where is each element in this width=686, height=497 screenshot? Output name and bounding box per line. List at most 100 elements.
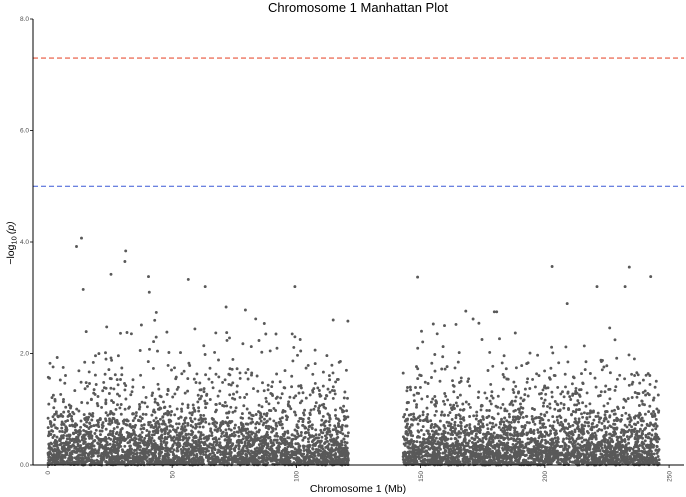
data-point [134,433,138,437]
data-point [296,432,300,436]
data-point [644,373,648,377]
data-point [335,432,339,436]
data-point [61,365,65,369]
data-point [119,439,123,443]
data-point [641,436,645,440]
data-point [232,434,236,438]
data-point [604,430,608,434]
data-point [265,400,268,404]
data-point [312,457,316,461]
data-point [163,422,167,426]
data-point [184,447,187,451]
data-point [60,430,64,433]
data-point [270,451,274,455]
data-point [158,437,162,441]
data-point [85,443,88,447]
data-point [227,420,231,424]
data-point [145,447,149,451]
chart-title: Chromosome 1 Manhattan Plot [268,0,448,15]
data-point [262,389,266,393]
data-point [450,418,454,421]
data-point [104,435,108,439]
data-point [322,458,326,462]
data-point [50,396,54,400]
data-point [229,450,233,454]
data-point [452,384,456,388]
data-point [229,438,232,442]
data-point [86,445,90,449]
data-point [553,400,557,403]
data-point [94,428,98,432]
data-point [285,454,288,458]
data-point [418,373,422,377]
data-point [306,431,310,435]
data-point [249,345,253,349]
data-point [224,428,228,432]
data-point [531,377,535,381]
data-point [334,408,337,412]
data-point [656,393,660,397]
data-point [320,403,324,407]
data-point [177,458,180,462]
data-point [222,457,226,461]
data-point [519,396,523,400]
data-point [83,360,87,364]
data-point [58,429,62,433]
data-point [165,437,169,441]
data-point [195,425,198,429]
data-point [92,444,96,448]
data-point [248,411,252,415]
data-point [47,454,51,458]
data-point [257,410,260,414]
data-point [196,448,200,452]
data-point [652,443,656,447]
data-point [528,387,532,390]
data-point [340,454,344,458]
data-point [265,412,269,415]
data-point [116,451,120,455]
data-point [314,433,318,437]
data-point [287,400,291,404]
data-point [187,361,191,365]
data-point [218,444,222,448]
data-point [329,435,333,438]
data-point [79,425,83,429]
data-point [77,453,81,457]
data-point [508,402,512,406]
data-point [165,427,169,431]
data-point [187,447,191,451]
data-point [266,383,270,387]
data-point [179,351,182,355]
data-point [73,389,77,393]
data-point [264,396,268,400]
data-point [303,426,307,430]
data-point [166,413,170,417]
data-point [175,422,178,426]
data-point [165,330,169,334]
data-point [189,419,193,423]
data-point [550,395,554,399]
data-point [297,419,301,423]
data-point [614,443,618,447]
data-point [260,415,264,419]
data-point [580,372,583,376]
data-point [311,390,315,394]
data-point [302,461,306,465]
data-point [345,409,349,413]
data-point [195,444,199,448]
data-point [75,407,79,411]
data-point [151,391,155,395]
data-point [74,431,78,435]
data-point [647,410,651,414]
data-point [259,442,263,446]
data-point [257,447,261,451]
data-point [290,332,294,336]
data-point [283,369,287,373]
data-point [64,428,68,432]
data-point [204,406,208,410]
data-point [79,444,83,448]
data-point [486,369,490,372]
data-point [278,417,282,421]
data-point [262,412,266,416]
data-point [306,363,310,367]
